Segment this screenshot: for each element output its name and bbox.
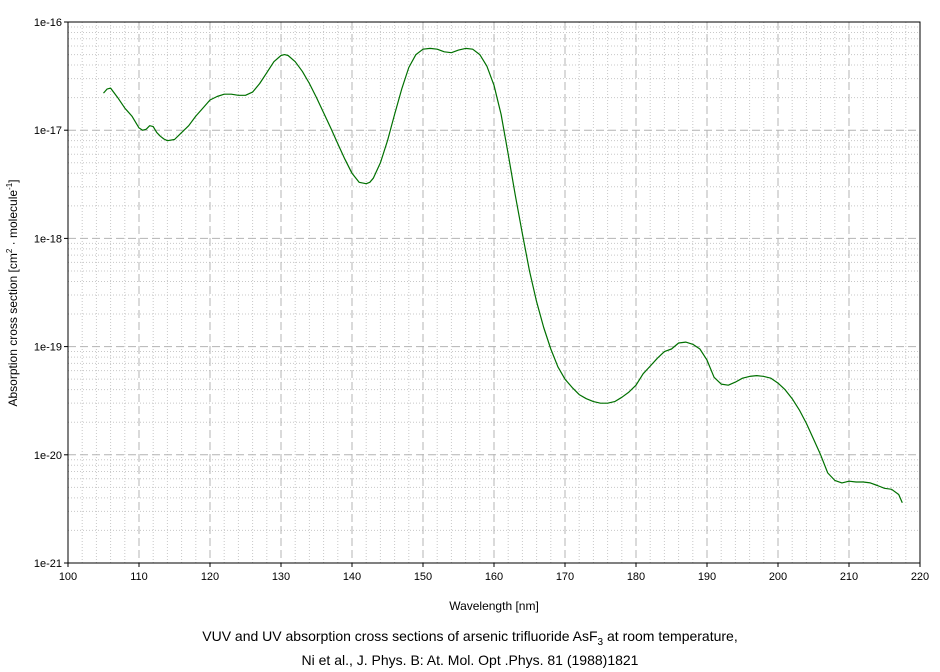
x-tick-label: 220 [911, 571, 929, 583]
y-axis-title: Absorption cross section [cm2 · molecule… [5, 179, 20, 406]
x-tick-label: 200 [769, 571, 787, 583]
y-tick-label: 1e-21 [34, 558, 62, 570]
caption-text-1b: at room temperature, [603, 628, 738, 644]
x-tick-label: 130 [272, 571, 290, 583]
y-tick-label: 1e-16 [34, 17, 62, 29]
y-tick-label: 1e-17 [34, 125, 62, 137]
x-tick-label: 180 [627, 571, 645, 583]
y-tick-label: 1e-19 [34, 342, 62, 354]
caption-subscript: 3 [597, 636, 604, 648]
x-tick-label: 160 [485, 571, 503, 583]
caption-line-1: VUV and UV absorption cross sections of … [0, 628, 940, 648]
y-axis-title-end: ] [6, 179, 20, 182]
y-axis-title-mid: · molecule [6, 190, 20, 249]
caption-line-2: Ni et al., J. Phys. B: At. Mol. Opt .Phy… [301, 652, 639, 668]
x-tick-label: 150 [414, 571, 432, 583]
series [103, 47, 903, 504]
y-tick-label: 1e-20 [34, 450, 62, 462]
x-ticks: 100 110 120 130 140 150 160 170 180 190 200 210 220 [59, 563, 929, 583]
caption-text-1: VUV and UV absorption cross sections of … [202, 628, 598, 644]
x-tick-label: 170 [556, 571, 574, 583]
x-axis-title: Wavelength [nm] [449, 599, 539, 613]
y-ticks: 1e-21 1e-20 1e-19 1e-18 1e-17 1e-16 [34, 17, 68, 570]
x-tick-label: 110 [130, 571, 148, 583]
y-axis-title-main: Absorption cross section [cm [6, 253, 20, 406]
x-tick-label: 210 [840, 571, 858, 583]
y-axis-title-sup2: -1 [5, 182, 14, 190]
x-tick-label: 120 [201, 571, 219, 583]
grid [68, 22, 920, 563]
x-tick-label: 100 [59, 571, 77, 583]
series-line [103, 47, 903, 504]
y-axis-title-sup1: 2 [5, 248, 14, 253]
y-tick-label: 1e-18 [34, 233, 62, 245]
x-tick-label: 190 [698, 571, 716, 583]
x-tick-label: 140 [343, 571, 361, 583]
